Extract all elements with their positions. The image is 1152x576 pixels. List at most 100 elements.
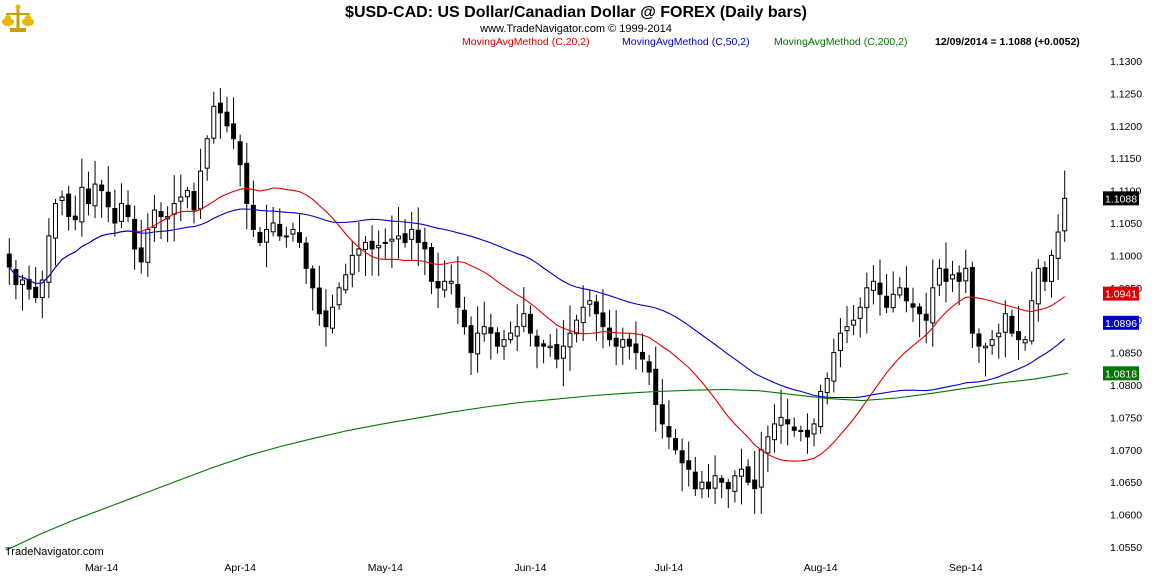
candle-body-up — [587, 300, 593, 305]
candle-body-down — [224, 111, 230, 127]
candle — [890, 271, 896, 313]
price-badge-label: 1.0896 — [1105, 318, 1137, 330]
candle-body-down — [112, 207, 118, 224]
candle — [917, 303, 923, 338]
candle-body-down — [66, 193, 72, 218]
candle-body-down — [659, 404, 665, 425]
candle-body-down — [1042, 267, 1048, 282]
y-tick-label: 1.0550 — [1110, 542, 1142, 554]
candle — [343, 263, 349, 294]
candle-body-up — [198, 170, 204, 210]
candle — [996, 323, 1002, 359]
candle — [112, 189, 118, 237]
candle-body-down — [1016, 331, 1022, 341]
candle — [811, 418, 817, 447]
candle-body-down — [231, 123, 237, 140]
y-tick-label: 1.0850 — [1110, 348, 1142, 360]
y-tick-label: 1.0650 — [1110, 477, 1142, 489]
candle-body-down — [415, 229, 421, 243]
candle-body-up — [151, 209, 157, 228]
candle — [936, 259, 942, 297]
candle — [514, 304, 520, 352]
candle-body-up — [409, 228, 415, 240]
candle — [224, 96, 230, 133]
x-tick-label: Jun-14 — [514, 562, 546, 574]
candle — [706, 464, 712, 498]
candle-body-down — [791, 426, 797, 431]
candle — [560, 319, 566, 387]
candle-body-down — [1009, 315, 1015, 334]
candle-body-up — [851, 319, 857, 326]
candle-body-up — [870, 280, 876, 291]
candle — [620, 327, 626, 365]
candle-body-down — [191, 191, 197, 211]
candle — [818, 384, 824, 434]
candle-body-up — [996, 332, 1002, 338]
candle — [679, 438, 685, 492]
candle — [989, 329, 995, 355]
candle-body-up — [1022, 339, 1028, 344]
candle — [237, 134, 243, 187]
candle — [277, 208, 283, 241]
candle — [541, 339, 547, 364]
candle — [897, 277, 903, 299]
candle — [66, 185, 72, 231]
candle — [191, 182, 197, 224]
candle — [105, 166, 111, 223]
candle-body-up — [204, 138, 210, 169]
candle-body-up — [831, 352, 837, 382]
candle-body-down — [910, 303, 916, 308]
candle-body-up — [508, 332, 514, 341]
candle-body-down — [745, 466, 751, 483]
candle-body-up — [989, 339, 995, 346]
candle-body-down — [673, 437, 679, 451]
candle — [369, 225, 375, 276]
candle — [738, 448, 744, 505]
candle-body-down — [686, 460, 692, 470]
candle-body-up — [930, 287, 936, 324]
candle-body-up — [738, 468, 744, 477]
candle — [428, 242, 434, 295]
candle — [587, 290, 593, 317]
candle-body-up — [264, 228, 270, 243]
candle-body-up — [890, 293, 896, 309]
candle-body-up — [211, 105, 217, 139]
watermark: TradeNavigator.com — [5, 546, 104, 558]
candle — [1055, 214, 1061, 280]
candle — [607, 309, 613, 347]
candle — [92, 160, 98, 219]
candle — [264, 204, 270, 268]
y-tick-label: 1.0750 — [1110, 412, 1142, 424]
candle-body-up — [171, 203, 177, 215]
candle — [712, 455, 718, 505]
candle — [837, 317, 843, 368]
candle — [244, 143, 250, 230]
candle-body-down — [804, 429, 810, 438]
candle-body-down — [956, 272, 962, 282]
candle-body-down — [428, 246, 434, 282]
y-tick-label: 1.1300 — [1110, 56, 1142, 68]
price-badge-label: 1.1088 — [1105, 193, 1137, 205]
candle-body-up — [950, 274, 956, 280]
candle — [791, 417, 797, 437]
candle-body-down — [26, 278, 32, 290]
candle-body-up — [857, 306, 863, 319]
candle — [442, 260, 448, 298]
candle-body-up — [560, 345, 566, 359]
candle — [494, 327, 500, 354]
candle — [52, 199, 58, 266]
candle-body-up — [343, 274, 349, 291]
candle — [217, 88, 223, 139]
candle — [1049, 249, 1055, 298]
candle-body-up — [362, 241, 368, 250]
price-badge-bg — [1103, 366, 1139, 381]
candle-body-up — [395, 235, 401, 240]
candle — [580, 285, 586, 342]
candle-body-down — [646, 361, 652, 373]
candle-body-down — [13, 269, 19, 286]
candle-body-down — [692, 471, 698, 490]
candle-body-down — [303, 242, 309, 269]
candle — [778, 389, 784, 444]
candle-body-down — [125, 204, 131, 218]
candle — [574, 314, 580, 343]
